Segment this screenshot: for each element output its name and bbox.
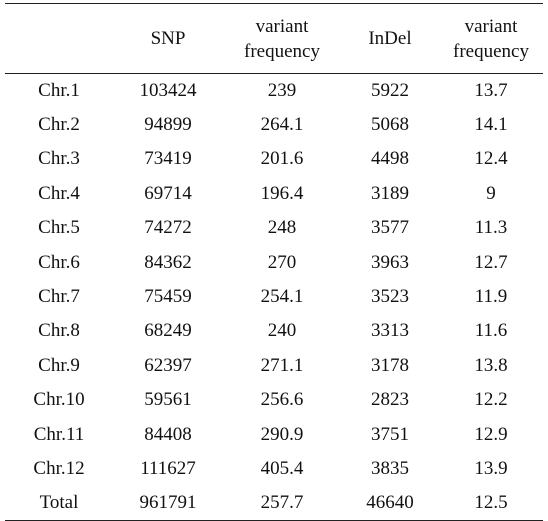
indel-count-cell: 5068 xyxy=(371,114,409,136)
snp-frequency-cell: 257.7 xyxy=(223,486,341,521)
chromosome-cell: Chr.11 xyxy=(33,423,85,445)
snp-count-cell: 69714 xyxy=(144,182,192,204)
header-indel-variant-frequency: variant frequency xyxy=(439,3,543,74)
snp-frequency-cell: 290.9 xyxy=(260,423,304,445)
table-row: Chr.6 84362 270 3963 12.7 xyxy=(5,245,543,279)
table-row: Chr.2 94899 264.1 5068 14.1 xyxy=(5,108,543,142)
snp-frequency-cell: 270 xyxy=(267,251,297,273)
indel-count-cell: 3577 xyxy=(371,217,409,239)
snp-count-cell: 75459 xyxy=(144,286,192,308)
snp-frequency-cell: 405.4 xyxy=(260,457,304,479)
snp-count-cell: 84362 xyxy=(144,251,192,273)
chromosome-cell: Chr.12 xyxy=(33,457,85,479)
table-row: Chr.5 74272 248 3577 11.3 xyxy=(5,211,543,245)
indel-frequency-cell: 12.7 xyxy=(474,251,508,273)
indel-count-cell: 3835 xyxy=(371,457,409,479)
indel-frequency-cell: 13.9 xyxy=(474,457,508,479)
chromosome-cell: Chr.7 xyxy=(38,286,80,308)
table-row: Chr.7 75459 254.1 3523 11.9 xyxy=(5,280,543,314)
snp-count-cell: 961791 xyxy=(113,486,223,521)
header-blank xyxy=(5,3,113,74)
snp-count-cell: 74272 xyxy=(144,217,192,239)
table-row: Chr.8 68249 240 3313 11.6 xyxy=(5,314,543,348)
snp-count-cell: 73419 xyxy=(144,148,192,170)
chromosome-cell: Chr.1 xyxy=(38,79,80,101)
table-row: Chr.4 69714 196.4 3189 9 xyxy=(5,177,543,211)
header-snp: SNP xyxy=(113,3,223,74)
total-row: Total 961791 257.7 46640 12.5 xyxy=(5,486,543,521)
indel-frequency-cell: 13.8 xyxy=(474,354,508,376)
snp-frequency-cell: 196.4 xyxy=(260,182,304,204)
chromosome-cell: Chr.8 xyxy=(38,320,80,342)
chromosome-cell: Total xyxy=(5,486,113,521)
chromosome-cell: Chr.3 xyxy=(38,148,80,170)
indel-frequency-cell: 9 xyxy=(486,182,496,204)
indel-count-cell: 2823 xyxy=(371,389,409,411)
snp-frequency-cell: 256.6 xyxy=(260,389,304,411)
snp-count-cell: 59561 xyxy=(144,389,192,411)
chromosome-cell: Chr.6 xyxy=(38,251,80,273)
chromosome-cell: Chr.9 xyxy=(38,354,80,376)
indel-count-cell: 3523 xyxy=(371,286,409,308)
table-row: Chr.11 84408 290.9 3751 12.9 xyxy=(5,417,543,451)
snp-count-cell: 103424 xyxy=(139,79,197,101)
chromosome-cell: Chr.2 xyxy=(38,114,80,136)
indel-count-cell: 3189 xyxy=(371,182,409,204)
variant-table: SNP variant frequency InDel variant frequency… xyxy=(5,3,543,521)
chromosome-cell: Chr.5 xyxy=(38,217,80,239)
indel-frequency-cell: 11.9 xyxy=(474,286,508,308)
indel-count-cell: 3963 xyxy=(371,251,409,273)
table-row: Chr.1 103424 239 5922 13.7 xyxy=(5,74,543,108)
indel-frequency-cell: 12.4 xyxy=(474,148,508,170)
snp-frequency-cell: 271.1 xyxy=(260,354,304,376)
indel-frequency-cell: 12.5 xyxy=(439,486,543,521)
indel-count-cell: 4498 xyxy=(371,148,409,170)
table-row: Chr.12 111627 405.4 3835 13.9 xyxy=(5,452,543,486)
indel-frequency-cell: 12.2 xyxy=(474,389,508,411)
indel-frequency-cell: 14.1 xyxy=(474,114,508,136)
indel-count-cell: 5922 xyxy=(371,79,409,101)
snp-frequency-cell: 254.1 xyxy=(260,286,304,308)
table-body: Chr.1 103424 239 5922 13.7 Chr.2 94899 264.1 506… xyxy=(5,74,543,521)
table-row: Chr.3 73419 201.6 4498 12.4 xyxy=(5,142,543,176)
indel-frequency-cell: 11.6 xyxy=(474,320,508,342)
indel-frequency-cell: 12.9 xyxy=(474,423,508,445)
table-row: Chr.10 59561 256.6 2823 12.2 xyxy=(5,383,543,417)
variant-table-container: SNP variant frequency InDel variant frequency… xyxy=(5,3,543,521)
header-snp-variant-frequency: variant frequency xyxy=(223,3,341,74)
indel-count-cell: 3751 xyxy=(371,423,409,445)
table-header: SNP variant frequency InDel variant frequency xyxy=(5,3,543,74)
snp-count-cell: 68249 xyxy=(144,320,192,342)
chromosome-cell: Chr.4 xyxy=(38,182,80,204)
snp-frequency-cell: 264.1 xyxy=(260,114,304,136)
snp-count-cell: 84408 xyxy=(144,423,192,445)
header-indel: InDel xyxy=(341,3,439,74)
snp-frequency-cell: 201.6 xyxy=(260,148,304,170)
indel-frequency-cell: 13.7 xyxy=(474,79,508,101)
snp-count-cell: 94899 xyxy=(144,114,192,136)
snp-frequency-cell: 248 xyxy=(267,217,297,239)
header-row: SNP variant frequency InDel variant frequency xyxy=(5,3,543,74)
snp-count-cell: 111627 xyxy=(140,457,196,479)
indel-count-cell: 3178 xyxy=(371,354,409,376)
indel-count-cell: 3313 xyxy=(371,320,409,342)
snp-count-cell: 62397 xyxy=(144,354,192,376)
chromosome-cell: Chr.10 xyxy=(33,389,85,411)
snp-frequency-cell: 239 xyxy=(267,79,297,101)
table-row: Chr.9 62397 271.1 3178 13.8 xyxy=(5,349,543,383)
indel-frequency-cell: 11.3 xyxy=(474,217,508,239)
indel-count-cell: 46640 xyxy=(341,486,439,521)
snp-frequency-cell: 240 xyxy=(267,320,297,342)
